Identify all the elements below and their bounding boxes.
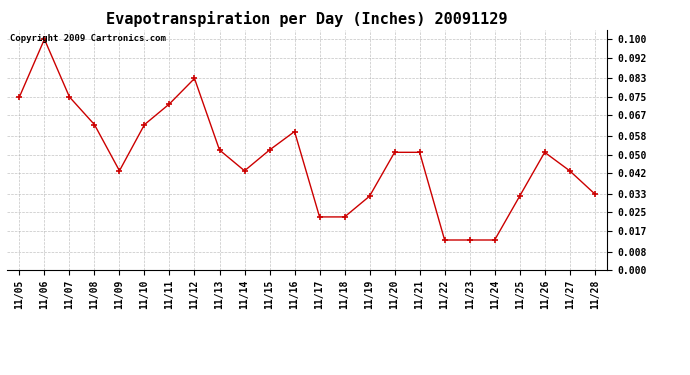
Title: Evapotranspiration per Day (Inches) 20091129: Evapotranspiration per Day (Inches) 2009…	[106, 12, 508, 27]
Text: Copyright 2009 Cartronics.com: Copyright 2009 Cartronics.com	[10, 34, 166, 43]
